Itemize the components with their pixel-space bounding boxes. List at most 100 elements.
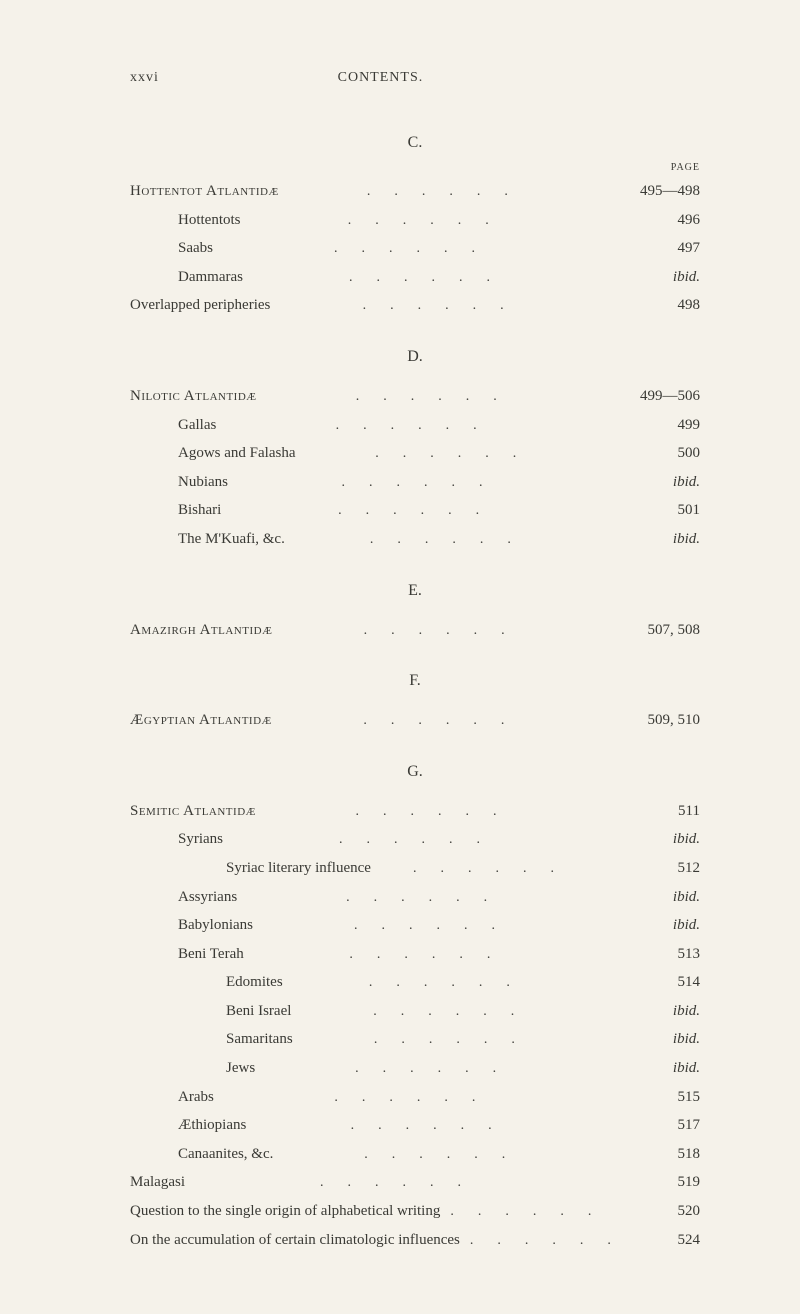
toc-entry: Arabs...... 515: [130, 1083, 700, 1112]
table-of-contents: C.PAGEHottentot Atlantidæ......495—498Ho…: [130, 134, 700, 1254]
toc-entry: Æthiopians...... 517: [130, 1111, 700, 1140]
section-letter: G.: [130, 763, 700, 781]
toc-entry-page: ibid.: [620, 997, 700, 1026]
leader-dots: ......: [238, 470, 610, 497]
leader-dots: ......: [223, 236, 610, 263]
toc-entry-label: Nubians: [178, 468, 228, 497]
toc-entry-label: Samaritans: [226, 1025, 293, 1054]
leader-dots: ......: [450, 1199, 610, 1226]
toc-entry-page: ibid.: [620, 825, 700, 854]
leader-dots: ......: [251, 208, 611, 235]
leader-dots: ......: [254, 942, 610, 969]
leader-dots: ......: [470, 1228, 610, 1255]
toc-entry: Overlapped peripheries......498: [130, 291, 700, 320]
toc-entry-label: Canaanites, &c.: [178, 1140, 273, 1169]
toc-entry-label: Question to the single origin of alphabe…: [130, 1197, 440, 1226]
toc-entry-label: Edomites: [226, 968, 283, 997]
toc-entry: Babylonians...... ibid.: [130, 911, 700, 940]
leader-dots: ......: [295, 527, 610, 554]
toc-entry: Gallas......499: [130, 411, 700, 440]
toc-entry-page: 499—506: [620, 382, 700, 411]
toc-entry-page: 500: [620, 439, 700, 468]
toc-entry: Jews......ibid.: [130, 1054, 700, 1083]
toc-entry-page: ibid.: [620, 525, 700, 554]
leader-dots: ......: [381, 856, 610, 883]
toc-entry-label: Semitic Atlantidæ: [130, 797, 256, 826]
toc-entry-page: 524: [620, 1226, 700, 1255]
toc-entry-label: Beni Israel: [226, 997, 291, 1026]
toc-entry-label: Jews: [226, 1054, 255, 1083]
section-letter: D.: [130, 348, 700, 366]
toc-entry-label: The M'Kuafi, &c.: [178, 525, 285, 554]
section-letter: C.: [130, 134, 700, 152]
toc-entry-page: 517: [620, 1111, 700, 1140]
toc-entry: Agows and Falasha...... 500: [130, 439, 700, 468]
toc-entry-page: 496: [620, 206, 700, 235]
toc-entry-page: 512: [620, 854, 700, 883]
toc-entry: Syrians......ibid.: [130, 825, 700, 854]
toc-entry: Saabs...... 497: [130, 234, 700, 263]
leader-dots: ......: [256, 1113, 610, 1140]
toc-entry: The M'Kuafi, &c....... ibid.: [130, 525, 700, 554]
toc-entry-label: Overlapped peripheries: [130, 291, 270, 320]
toc-entry-label: Arabs: [178, 1083, 214, 1112]
toc-entry-label: Æthiopians: [178, 1111, 246, 1140]
leader-dots: ......: [253, 265, 610, 292]
toc-entry-label: Dammaras: [178, 263, 243, 292]
toc-entry: Question to the single origin of alphabe…: [130, 1197, 700, 1226]
toc-entry-page: 518: [620, 1140, 700, 1169]
leader-dots: ......: [282, 618, 610, 645]
toc-entry-page: ibid.: [620, 1025, 700, 1054]
toc-entry: On the accumulation of certain climatolo…: [130, 1226, 700, 1255]
toc-entry: Hottentot Atlantidæ......495—498: [130, 177, 700, 206]
leader-dots: ......: [303, 1027, 610, 1054]
toc-entry-page: 514: [620, 968, 700, 997]
leader-dots: ......: [224, 1085, 610, 1112]
toc-entry-label: Hottentots: [178, 206, 241, 235]
toc-entry-label: Beni Terah: [178, 940, 244, 969]
toc-entry-label: Amazirgh Atlantidæ: [130, 616, 272, 645]
leader-dots: ......: [289, 179, 610, 206]
toc-entry: Bishari......501: [130, 496, 700, 525]
toc-entry-page: 507, 508: [620, 616, 700, 645]
toc-entry-page: 519: [620, 1168, 700, 1197]
toc-entry-page: 515: [620, 1083, 700, 1112]
toc-entry-page: 501: [620, 496, 700, 525]
toc-entry-page: 520: [620, 1197, 700, 1226]
toc-entry-page: 497: [620, 234, 700, 263]
toc-entry-page: ibid.: [620, 468, 700, 497]
leader-dots: ......: [282, 708, 610, 735]
leader-dots: ......: [301, 999, 610, 1026]
toc-entry-label: Nilotic Atlantidæ: [130, 382, 257, 411]
toc-entry-label: Gallas: [178, 411, 216, 440]
toc-entry-label: Hottentot Atlantidæ: [130, 177, 279, 206]
toc-entry-page: ibid.: [620, 263, 700, 292]
toc-entry-page: 509, 510: [620, 706, 700, 735]
toc-entry: Dammaras...... ibid.: [130, 263, 700, 292]
toc-entry: Syriac literary influence...... 512: [130, 854, 700, 883]
leader-dots: ......: [280, 293, 610, 320]
leader-dots: ......: [293, 970, 610, 997]
toc-entry: Nilotic Atlantidæ......499—506: [130, 382, 700, 411]
leader-dots: ......: [226, 413, 610, 440]
leader-dots: ......: [263, 913, 610, 940]
toc-entry-label: Bishari: [178, 496, 221, 525]
leader-dots: ......: [266, 799, 610, 826]
toc-entry-label: Agows and Falasha: [178, 439, 295, 468]
toc-entry-label: Saabs: [178, 234, 213, 263]
toc-entry-page: ibid.: [620, 911, 700, 940]
toc-entry: Hottentots...... 496: [130, 206, 700, 235]
section-letter: E.: [130, 582, 700, 600]
leader-dots: ......: [233, 827, 610, 854]
page-title: CONTENTS.: [79, 70, 682, 86]
leader-dots: ......: [305, 441, 610, 468]
toc-entry-page: 513: [620, 940, 700, 969]
toc-entry: Assyrians......ibid.: [130, 883, 700, 912]
leader-dots: ......: [283, 1142, 610, 1169]
toc-entry-label: Syriac literary influence: [226, 854, 371, 883]
toc-entry: Amazirgh Atlantidæ...... 507, 508: [130, 616, 700, 645]
toc-entry-label: Babylonians: [178, 911, 253, 940]
header: xxvi CONTENTS.: [130, 70, 700, 86]
toc-entry: Malagasi......519: [130, 1168, 700, 1197]
toc-entry: Edomites...... 514: [130, 968, 700, 997]
